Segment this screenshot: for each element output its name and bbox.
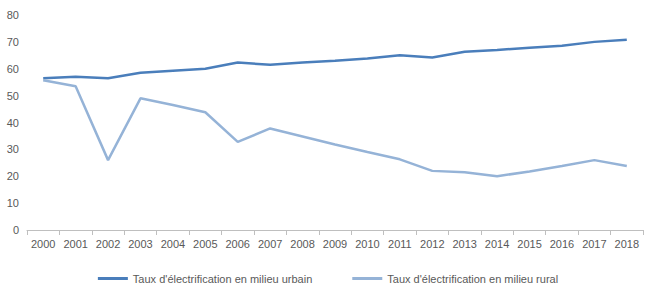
svg-text:30: 30 [7,143,19,155]
svg-text:2010: 2010 [355,238,379,250]
svg-text:2014: 2014 [485,238,509,250]
svg-text:2005: 2005 [193,238,217,250]
svg-text:2016: 2016 [550,238,574,250]
svg-text:2017: 2017 [582,238,606,250]
svg-text:2011: 2011 [388,238,412,250]
svg-text:2008: 2008 [290,238,314,250]
svg-text:2001: 2001 [63,238,87,250]
svg-text:60: 60 [7,63,19,75]
svg-text:2007: 2007 [258,238,282,250]
svg-text:2015: 2015 [517,238,541,250]
svg-text:70: 70 [7,36,19,48]
svg-text:2004: 2004 [161,238,185,250]
svg-text:20: 20 [7,170,19,182]
svg-text:80: 80 [7,9,19,21]
svg-text:2012: 2012 [420,238,444,250]
svg-text:2006: 2006 [225,238,249,250]
svg-text:40: 40 [7,117,19,129]
svg-text:Taux d'électrification en mili: Taux d'électrification en milieu rural [387,273,558,285]
svg-text:10: 10 [7,197,19,209]
svg-text:2013: 2013 [452,238,476,250]
svg-text:2000: 2000 [31,238,55,250]
svg-text:0: 0 [13,224,19,236]
svg-text:2003: 2003 [128,238,152,250]
svg-text:2018: 2018 [615,238,639,250]
svg-text:Taux d'électrification en mili: Taux d'électrification en milieu urbain [133,273,312,285]
svg-text:50: 50 [7,90,19,102]
svg-text:2002: 2002 [96,238,120,250]
svg-text:2009: 2009 [323,238,347,250]
